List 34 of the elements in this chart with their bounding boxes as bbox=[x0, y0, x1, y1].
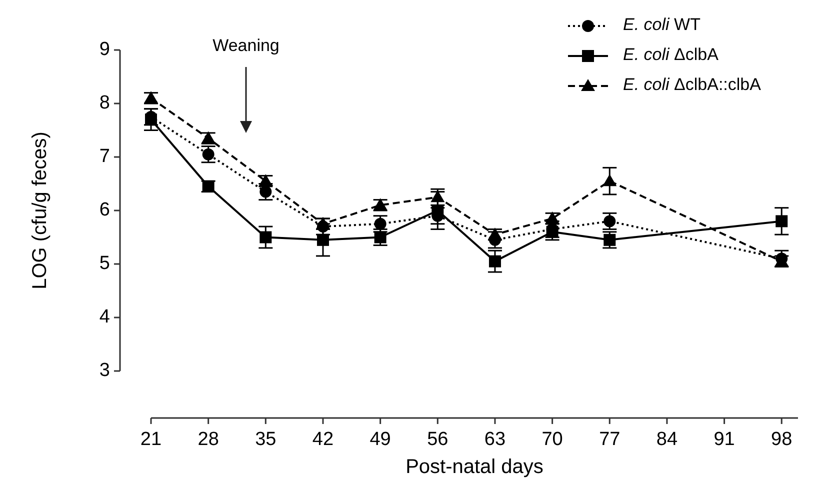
point bbox=[202, 148, 214, 160]
annotation: Weaning bbox=[212, 36, 280, 55]
x-tick-label: 42 bbox=[312, 429, 334, 450]
y-tick-label: 8 bbox=[99, 92, 110, 114]
x-axis-title: Post-natal days bbox=[406, 456, 544, 478]
point bbox=[316, 234, 329, 246]
x-tick-label: 49 bbox=[370, 429, 391, 450]
y-tick-label: 9 bbox=[99, 39, 110, 60]
x-tick-label: 35 bbox=[255, 429, 276, 450]
point bbox=[145, 114, 157, 126]
y-axis-title: LOG (cfu/g feces) bbox=[29, 132, 51, 290]
y-tick-label: 7 bbox=[99, 146, 110, 168]
x-tick-label: 21 bbox=[140, 429, 162, 450]
x-tick-label: 56 bbox=[427, 429, 448, 450]
y-tick-label: 5 bbox=[99, 253, 110, 274]
x-tick-label: 63 bbox=[484, 429, 506, 450]
x-tick-label: 77 bbox=[599, 429, 620, 450]
point bbox=[776, 215, 788, 228]
x-tick-label: 84 bbox=[656, 429, 678, 450]
legend-label: E. coli ΔclbA bbox=[623, 45, 720, 64]
point bbox=[260, 231, 272, 244]
point bbox=[488, 255, 501, 268]
x-tick-label: 98 bbox=[771, 429, 792, 450]
point bbox=[602, 174, 617, 186]
legend-label: E. coli ΔclbA::clbA bbox=[623, 75, 762, 94]
legend-label: E. coli WT bbox=[623, 15, 700, 34]
point bbox=[260, 186, 272, 198]
x-tick-label: 91 bbox=[714, 429, 735, 450]
y-tick-label: 6 bbox=[99, 200, 110, 221]
x-tick-label: 28 bbox=[198, 429, 219, 450]
y-tick-label: 4 bbox=[99, 306, 110, 328]
x-tick-label: 70 bbox=[542, 429, 563, 450]
y-tick-label: 3 bbox=[99, 360, 110, 382]
point bbox=[546, 226, 558, 238]
